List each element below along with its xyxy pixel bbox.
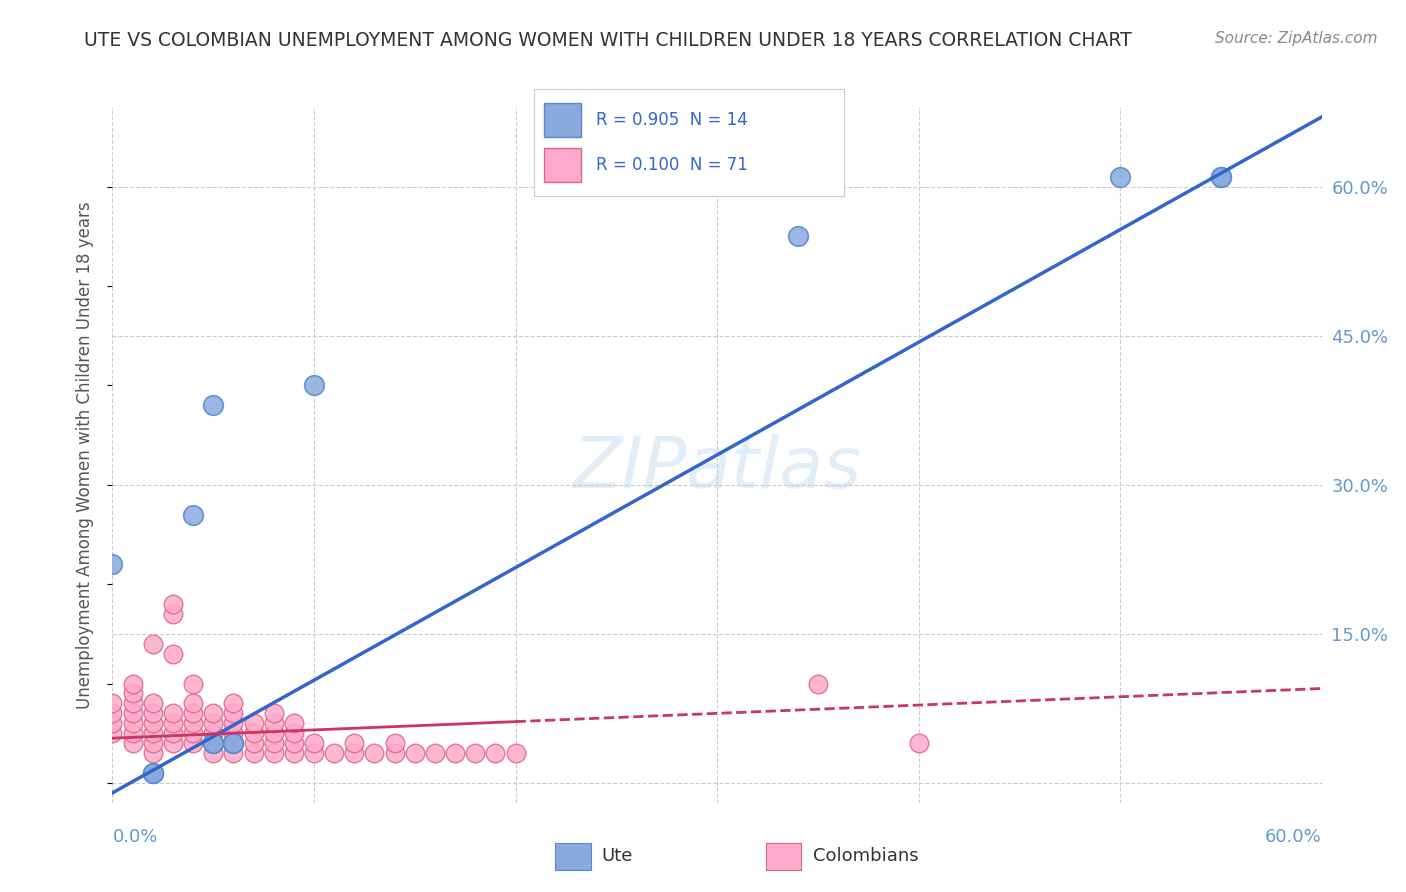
Point (283, 726, 305, 740)
Point (302, 746, 325, 760)
Point (242, 736, 264, 750)
Point (202, 726, 225, 740)
Point (202, 398, 225, 412)
Point (121, 686, 143, 700)
Point (807, 676, 830, 690)
Point (263, 706, 285, 721)
Point (202, 716, 225, 731)
Point (101, 697, 124, 711)
Point (1109, 169, 1132, 184)
Point (283, 716, 305, 731)
Point (121, 676, 143, 690)
Point (222, 736, 245, 750)
Point (121, 716, 143, 731)
Point (142, 766, 165, 780)
Point (444, 746, 467, 760)
Point (384, 736, 406, 750)
Point (181, 508, 204, 522)
Point (181, 706, 204, 721)
Point (242, 716, 264, 731)
FancyBboxPatch shape (544, 103, 581, 137)
Point (142, 706, 165, 721)
Point (121, 697, 143, 711)
Point (323, 746, 346, 760)
Point (181, 716, 204, 731)
Point (384, 746, 406, 760)
Point (121, 706, 143, 721)
Point (263, 716, 285, 731)
Point (283, 746, 305, 760)
Point (263, 726, 285, 740)
Point (121, 736, 143, 750)
Point (222, 697, 245, 711)
Point (142, 736, 165, 750)
Point (242, 746, 264, 760)
Point (1209, 169, 1232, 184)
Point (302, 378, 325, 392)
Point (162, 607, 184, 621)
Point (222, 736, 245, 750)
Y-axis label: Unemployment Among Women with Children Under 18 years: Unemployment Among Women with Children U… (76, 201, 94, 709)
Point (202, 736, 225, 750)
Text: ZIPatlas: ZIPatlas (572, 434, 862, 503)
Point (404, 746, 426, 760)
Text: 0.0%: 0.0% (112, 828, 157, 846)
Point (162, 726, 184, 740)
Point (202, 736, 225, 750)
Point (363, 746, 385, 760)
Point (181, 676, 204, 690)
Point (505, 746, 527, 760)
Point (142, 637, 165, 651)
Point (162, 597, 184, 611)
Point (162, 706, 184, 721)
Text: R = 0.100  N = 71: R = 0.100 N = 71 (596, 156, 748, 174)
Point (101, 558, 124, 572)
Point (181, 736, 204, 750)
Point (222, 726, 245, 740)
Point (343, 736, 366, 750)
FancyBboxPatch shape (544, 148, 581, 182)
Point (162, 736, 184, 750)
Point (162, 647, 184, 661)
Point (142, 766, 165, 780)
Text: Colombians: Colombians (813, 847, 918, 865)
Point (222, 706, 245, 721)
Point (101, 706, 124, 721)
Point (202, 706, 225, 721)
Point (142, 716, 165, 731)
Point (263, 746, 285, 760)
Point (222, 736, 245, 750)
Text: Source: ZipAtlas.com: Source: ZipAtlas.com (1215, 31, 1378, 46)
Point (423, 746, 446, 760)
Point (142, 746, 165, 760)
Point (1209, 169, 1232, 184)
Point (101, 716, 124, 731)
Point (343, 746, 366, 760)
Point (181, 697, 204, 711)
Text: UTE VS COLOMBIAN UNEMPLOYMENT AMONG WOMEN WITH CHILDREN UNDER 18 YEARS CORRELATI: UTE VS COLOMBIAN UNEMPLOYMENT AMONG WOME… (84, 31, 1132, 50)
Point (786, 229, 808, 244)
Text: 60.0%: 60.0% (1265, 828, 1322, 846)
Point (142, 726, 165, 740)
Text: Ute: Ute (602, 847, 633, 865)
Point (162, 716, 184, 731)
Point (222, 746, 245, 760)
Point (222, 716, 245, 731)
Point (142, 697, 165, 711)
Point (464, 746, 486, 760)
Point (263, 736, 285, 750)
Point (907, 736, 929, 750)
Point (283, 736, 305, 750)
Point (101, 726, 124, 740)
Point (181, 726, 204, 740)
Point (302, 736, 325, 750)
Point (202, 736, 225, 750)
Point (202, 746, 225, 760)
Point (121, 726, 143, 740)
Point (242, 726, 264, 740)
Text: R = 0.905  N = 14: R = 0.905 N = 14 (596, 112, 748, 129)
Point (484, 746, 506, 760)
